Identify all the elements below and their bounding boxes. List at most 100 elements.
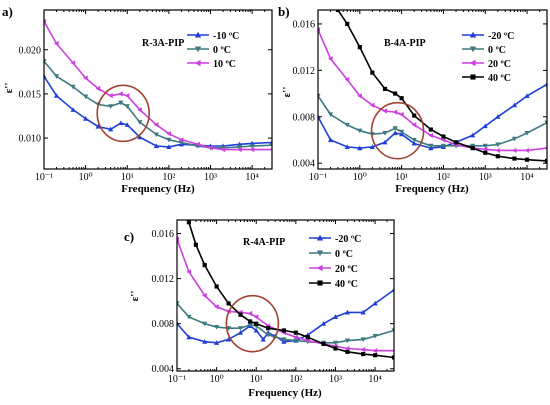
data-point (327, 137, 334, 143)
data-point (440, 137, 446, 143)
legend-marker (316, 234, 324, 241)
legend-marker (316, 250, 324, 257)
panel-label: c) (124, 229, 134, 244)
x-tick-label: 10¹ (395, 172, 408, 183)
series-line-3 (44, 21, 272, 151)
data-point (220, 145, 226, 151)
series-line-1 (318, 83, 547, 149)
data-point (511, 136, 518, 142)
data-point (360, 346, 366, 353)
data-point (247, 310, 253, 317)
data-point (318, 93, 321, 99)
data-point (193, 242, 198, 247)
legend-entry: 20 ºC (335, 264, 358, 275)
data-point (269, 143, 272, 148)
legend-entry: -10 ºC (213, 31, 239, 42)
data-point (360, 309, 366, 315)
data-point (254, 321, 259, 326)
data-point (266, 326, 271, 331)
data-point (382, 108, 388, 114)
data-point (202, 262, 207, 268)
legend-marker (469, 59, 476, 67)
data-point (321, 341, 326, 347)
data-point (441, 134, 446, 139)
data-point (293, 334, 298, 340)
highlight-circle (96, 84, 151, 143)
x-tick-label: 10³ (204, 172, 217, 183)
data-point (320, 321, 327, 326)
sample-name: R-3A-PIP (142, 38, 184, 49)
data-point (399, 111, 404, 118)
data-point (124, 122, 130, 127)
x-tick-label: 10¹ (121, 172, 134, 183)
data-point (214, 340, 220, 345)
data-point (153, 143, 159, 149)
legend-entry: 20 ºC (488, 59, 511, 70)
data-point (225, 336, 232, 342)
data-point (253, 314, 259, 320)
data-point (344, 77, 350, 83)
x-tick-label: 10⁰ (210, 374, 224, 385)
x-tick-label: 10⁰ (79, 172, 93, 183)
y-tick-label: 0.010 (19, 134, 42, 145)
data-point (118, 100, 124, 106)
data-point (293, 330, 298, 335)
data-point (392, 109, 398, 115)
sample-name: B-4A-PIP (384, 38, 426, 49)
data-point (281, 328, 287, 333)
plot-frame (43, 9, 273, 170)
plot-frame (176, 219, 395, 372)
y-tick-label: 0.004 (293, 159, 316, 170)
legend-marker (194, 31, 202, 38)
sample-name: R-4A-PIP (243, 237, 285, 248)
data-point (137, 120, 143, 125)
series-line-2 (177, 302, 394, 344)
data-point (495, 142, 501, 148)
y-tick-label: 0.012 (152, 274, 175, 285)
data-point (345, 21, 350, 27)
x-tick-label: 10⁴ (368, 374, 382, 385)
x-tick-label: 10⁰ (353, 172, 367, 183)
data-point (393, 91, 398, 96)
y-axis-label: ε'' (129, 291, 141, 302)
data-point (247, 322, 253, 328)
data-point (483, 150, 488, 155)
x-tick-label: 10⁴ (245, 172, 259, 183)
x-tick-label: 10² (437, 172, 450, 183)
legend-entry: 40 ºC (488, 73, 511, 84)
data-point (253, 327, 259, 333)
data-point (166, 131, 171, 137)
data-point (153, 122, 159, 128)
data-point (382, 130, 388, 136)
x-tick-label: 10¹ (250, 374, 263, 385)
data-point (166, 144, 172, 149)
data-point (369, 144, 375, 150)
y-tick-label: 0.004 (152, 364, 175, 375)
data-point (372, 348, 378, 354)
x-axis-label: Frequency (Hz) (121, 183, 195, 195)
legend: -10 ºC 0 ºC 10 ºC (187, 31, 239, 70)
data-point (53, 93, 60, 98)
data-point (124, 93, 130, 99)
data-point (524, 157, 530, 162)
data-point (512, 156, 517, 161)
data-point (399, 96, 404, 101)
data-point (428, 143, 434, 149)
data-point (344, 338, 351, 344)
data-point (470, 146, 475, 151)
data-point (482, 143, 488, 149)
data-point (238, 312, 243, 317)
chart-panel-1: 10⁻¹ 10⁰ 10¹ 10² 10³ 10⁴ 0.010 0.015 0.020 Freque… (2, 4, 273, 195)
data-point (382, 139, 388, 145)
legend-entry: 40 ºC (335, 279, 358, 290)
data-point (70, 107, 76, 112)
data-point (202, 339, 208, 344)
data-point (44, 73, 47, 79)
data-point (248, 319, 253, 324)
data-point (392, 126, 398, 131)
y-tick-label: 0.016 (293, 19, 316, 30)
data-point (327, 112, 334, 118)
data-point (369, 102, 375, 108)
chart-panel-3: 10⁻¹ 10⁰ 10¹ 10² 10³ 10⁴ 0.004 0.008 0.012 0.016 F… (124, 219, 395, 399)
